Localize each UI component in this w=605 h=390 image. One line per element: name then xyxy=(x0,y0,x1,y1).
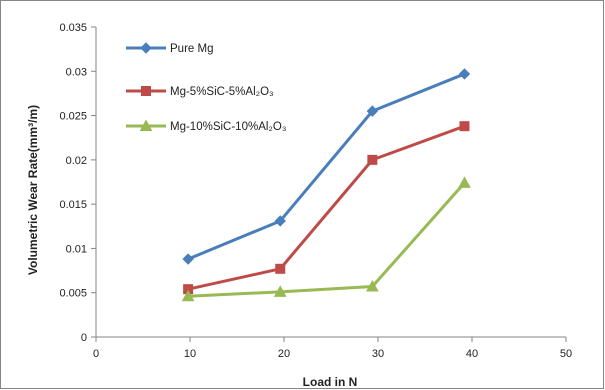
legend-marker-3 xyxy=(139,119,153,131)
legend-label-2: Mg-5%SiC-5%Al₂O₃ xyxy=(170,86,274,98)
series-line-1 xyxy=(187,72,466,261)
data-point-series-1 xyxy=(366,105,379,117)
legend-label-3: Mg-10%SiC-10%Al₂O₃ xyxy=(170,121,287,133)
data-point-series-1 xyxy=(458,68,471,80)
y-tick-label: 0.015 xyxy=(59,199,87,211)
y-tick-label: 0.025 xyxy=(59,111,87,123)
x-tick-label: 20 xyxy=(278,348,290,360)
data-point-series-3 xyxy=(273,285,287,297)
y-tick-label: 0.005 xyxy=(59,288,87,300)
y-tick-label: 0.03 xyxy=(66,66,87,78)
data-point-series-3 xyxy=(458,176,471,188)
x-tick-label: 10 xyxy=(184,348,196,360)
legend-marker-1 xyxy=(140,42,152,54)
x-tick-label: 40 xyxy=(466,348,478,360)
y-axis-title: Volumetric Wear Rate(mm³/m) xyxy=(26,105,40,275)
data-point-series-3 xyxy=(366,279,379,292)
x-axis-title: Load in N xyxy=(303,375,358,389)
legend-label-1: Pure Mg xyxy=(170,43,213,55)
data-point-series-1 xyxy=(274,215,286,227)
y-tick-label: 0.02 xyxy=(66,155,87,167)
series-line-2 xyxy=(187,124,465,291)
x-tick-label: 50 xyxy=(560,348,572,360)
legend: Pure Mg Mg-5%SiC-5%Al₂O₃ Mg-10%SiC-10%Al₂O… xyxy=(126,42,287,133)
y-tick-label: 0 xyxy=(81,332,87,344)
y-tick-label: 0.035 xyxy=(59,22,87,34)
data-point-series-2 xyxy=(367,154,378,165)
data-point-series-2 xyxy=(459,121,470,132)
x-tick-label: 0 xyxy=(93,348,99,360)
data-point-series-2 xyxy=(275,263,286,274)
plot-area: 0 0.005 0.01 0.015 0.02 0.025 0.03 0.035 0 10 20 30… xyxy=(59,22,572,360)
legend-marker-2 xyxy=(141,86,151,96)
x-tick-label: 30 xyxy=(372,348,384,360)
data-point-series-3 xyxy=(181,289,195,302)
data-point-series-1 xyxy=(182,253,194,265)
series-line-3 xyxy=(188,181,466,298)
y-tick-label: 0.01 xyxy=(66,243,87,255)
